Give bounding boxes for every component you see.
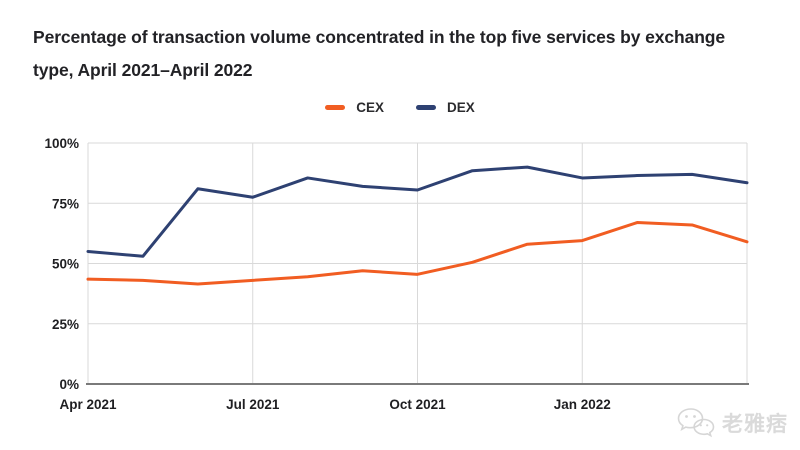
dex-line-swatch-icon	[416, 105, 436, 110]
legend-item-cex: CEX	[325, 100, 384, 115]
x-tick-label: Jul 2021	[226, 397, 280, 412]
y-tick-label: 0%	[59, 377, 79, 392]
watermark: 老雅痞	[676, 406, 788, 440]
series-line-cex	[86, 221, 749, 286]
legend: CEX DEX	[0, 100, 800, 115]
wechat-icon	[677, 408, 715, 438]
y-tick-label: 50%	[52, 257, 79, 272]
chart-title: Percentage of transaction volume concent…	[33, 27, 726, 80]
y-tick-label: 25%	[52, 317, 79, 332]
series-line-dex	[86, 165, 749, 258]
x-tick-label: Oct 2021	[389, 397, 446, 412]
watermark-text: 老雅痞	[722, 413, 788, 436]
legend-label-cex: CEX	[356, 100, 384, 115]
x-tick-label: Apr 2021	[59, 397, 117, 412]
y-tick-label: 100%	[44, 136, 79, 151]
legend-label-dex: DEX	[447, 100, 475, 115]
cex-line-swatch-icon	[325, 105, 346, 110]
x-tick-label: Jan 2022	[554, 397, 611, 412]
legend-item-dex: DEX	[416, 100, 475, 115]
y-tick-label: 75%	[52, 196, 79, 211]
